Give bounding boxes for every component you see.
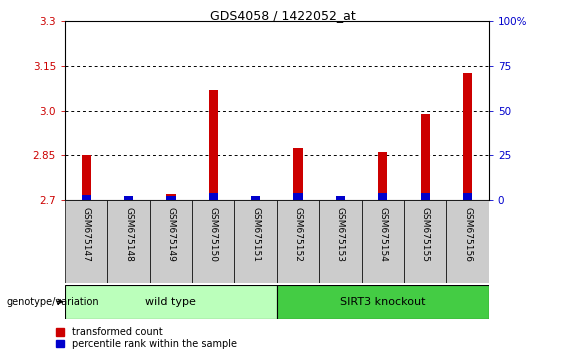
Text: GSM675150: GSM675150 (209, 207, 218, 262)
Bar (420, 193, 430, 200)
Bar (81, 155, 91, 200)
Bar (336, 196, 345, 200)
Bar (124, 196, 133, 200)
Bar (150, 200, 192, 283)
Bar (463, 193, 472, 200)
Text: GDS4058 / 1422052_at: GDS4058 / 1422052_at (210, 9, 355, 22)
Text: GSM675153: GSM675153 (336, 207, 345, 262)
Text: GSM675156: GSM675156 (463, 207, 472, 262)
Bar (81, 195, 91, 200)
Bar (208, 193, 218, 200)
Bar (65, 200, 107, 283)
Bar (463, 73, 472, 200)
Bar (192, 200, 234, 283)
Legend: transformed count, percentile rank within the sample: transformed count, percentile rank withi… (56, 327, 237, 349)
Bar (65, 285, 277, 319)
Text: GSM675148: GSM675148 (124, 207, 133, 262)
Bar (208, 90, 218, 200)
Bar (234, 200, 277, 283)
Bar (251, 196, 260, 200)
Bar (378, 152, 388, 200)
Text: GSM675155: GSM675155 (421, 207, 429, 262)
Bar (319, 200, 362, 283)
Bar (166, 194, 176, 200)
Bar (446, 200, 489, 283)
Bar (277, 285, 489, 319)
Bar (166, 196, 176, 200)
Bar (362, 200, 404, 283)
Text: GSM675154: GSM675154 (379, 207, 387, 262)
Bar (404, 200, 446, 283)
Text: genotype/variation: genotype/variation (7, 297, 99, 307)
Bar (277, 200, 319, 283)
Bar (293, 193, 303, 200)
Bar (107, 200, 150, 283)
Text: GSM675151: GSM675151 (251, 207, 260, 262)
Text: wild type: wild type (145, 297, 197, 307)
Bar (420, 114, 430, 200)
Text: GSM675152: GSM675152 (294, 207, 302, 262)
Bar (378, 193, 388, 200)
Text: GSM675149: GSM675149 (167, 207, 175, 262)
Bar (293, 148, 303, 200)
Text: GSM675147: GSM675147 (82, 207, 90, 262)
Text: SIRT3 knockout: SIRT3 knockout (340, 297, 425, 307)
